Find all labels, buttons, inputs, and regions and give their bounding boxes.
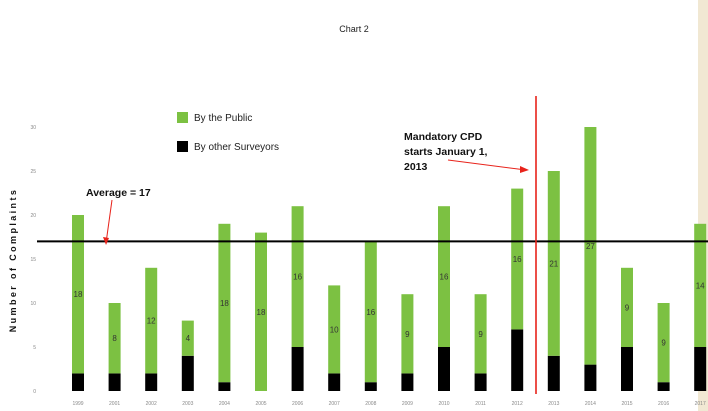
bar-value-label: 9 [478, 330, 483, 339]
bar-by-other-surveyors [72, 373, 84, 391]
legend: By the Public By other Surveyors [177, 112, 279, 153]
y-tick-label: 20 [30, 213, 36, 219]
bar-by-the-public [694, 223, 707, 347]
x-tick-label: 2002 [146, 401, 157, 407]
cpd-arrow [447, 159, 527, 171]
bar-by-other-surveyors [584, 364, 597, 391]
y-tick-label: 0 [33, 389, 36, 395]
x-tick-label: 2004 [219, 401, 230, 407]
bar-by-other-surveyors [511, 329, 524, 391]
x-tick-label: 2013 [548, 401, 559, 407]
bar-by-other-surveyors [547, 355, 560, 391]
bar-value-label: 9 [661, 339, 666, 348]
y-tick-label: 30 [30, 125, 36, 131]
y-axis-ticks: 0 5 10 15 20 25 30 [30, 125, 36, 395]
x-tick-label: 2016 [658, 401, 669, 407]
x-tick-label: 2014 [585, 401, 596, 407]
x-tick-label: 2008 [365, 401, 376, 407]
cpd-label-line-2: starts January 1, [404, 146, 488, 158]
bar-by-the-public [584, 127, 597, 365]
y-tick-label: 5 [33, 345, 36, 351]
bar-by-the-public [657, 303, 670, 383]
bar-by-other-surveyors [694, 347, 707, 391]
legend-label-public: By the Public [194, 113, 252, 124]
x-tick-label: 2010 [438, 401, 449, 407]
bar-value-label: 21 [549, 259, 558, 268]
value-labels: 18 8 12 4 18 18 16 10 16 9 16 9 16 21 27 9 9 14 [74, 242, 706, 348]
x-tick-label: 2009 [402, 401, 413, 407]
bar-by-the-public [145, 267, 158, 374]
average-arrowhead [103, 237, 109, 245]
bar-value-label: 14 [696, 281, 705, 290]
bar-value-label: 18 [220, 299, 229, 308]
x-tick-label: 2017 [695, 401, 706, 407]
x-tick-label: 2015 [621, 401, 632, 407]
bar-by-other-surveyors [145, 373, 158, 391]
bar-by-the-public [547, 171, 560, 356]
chart-title: Chart 2 [339, 24, 369, 34]
bar-value-label: 4 [186, 334, 191, 343]
average-arrow [105, 199, 113, 244]
y-tick-label: 15 [30, 257, 36, 263]
x-tick-label: 2003 [182, 401, 193, 407]
bar-value-label: 8 [112, 334, 117, 343]
y-tick-label: 10 [30, 301, 36, 307]
cpd-arrowhead [520, 166, 529, 173]
bar-by-other-surveyors [218, 382, 231, 391]
x-tick-label: 2006 [292, 401, 303, 407]
bar-value-label: 27 [586, 242, 595, 251]
legend-label-surveyors: By other Surveyors [194, 142, 279, 153]
x-tick-label: 2011 [475, 401, 486, 407]
bar-by-the-public [328, 285, 341, 374]
bar-by-other-surveyors [364, 382, 377, 391]
bar-by-other-surveyors [328, 373, 341, 391]
bar-by-other-surveyors [291, 347, 304, 391]
y-axis-label: Number of Complaints [8, 188, 18, 333]
bar-by-the-public [218, 223, 231, 383]
average-label: Average = 17 [86, 187, 151, 199]
x-axis-ticks: 1999 2001 2002 2003 2004 2005 2006 2007 2008 2009… [72, 401, 706, 407]
bar-by-the-public [255, 232, 267, 391]
bar-value-label: 16 [293, 273, 302, 282]
x-tick-label: 2012 [512, 401, 523, 407]
bar-by-the-public [181, 320, 194, 356]
bar-by-the-public [401, 294, 414, 374]
bar-value-label: 9 [625, 303, 630, 312]
bar-by-other-surveyors [621, 347, 633, 391]
bar-by-the-public [364, 241, 377, 383]
legend-swatch-surveyors [177, 141, 188, 152]
bar-value-label: 18 [74, 290, 83, 299]
bar-by-the-public [621, 267, 633, 347]
bar-by-other-surveyors [108, 373, 121, 391]
bar-by-other-surveyors [181, 355, 194, 391]
bar-value-label: 16 [366, 308, 375, 317]
x-tick-label: 1999 [72, 401, 83, 407]
legend-swatch-public [177, 112, 188, 123]
bar-value-label: 16 [513, 255, 522, 264]
bar-by-the-public [108, 303, 121, 374]
bar-by-other-surveyors [474, 373, 487, 391]
bar-value-label: 16 [440, 273, 449, 282]
bar-by-other-surveyors [401, 373, 414, 391]
cpd-label-line-1: Mandatory CPD [404, 131, 483, 143]
bar-by-other-surveyors [438, 347, 450, 391]
bar-by-the-public [474, 294, 487, 374]
y-tick-label: 25 [30, 169, 36, 175]
bar-value-label: 10 [330, 325, 339, 334]
x-tick-label: 2001 [109, 401, 120, 407]
x-tick-label: 2007 [329, 401, 340, 407]
cpd-label-line-3: 2013 [404, 161, 428, 173]
bar-value-label: 9 [405, 330, 410, 339]
bar-value-label: 12 [147, 317, 156, 326]
bar-by-the-public [72, 215, 84, 374]
bar-by-the-public [511, 188, 524, 330]
bars [72, 127, 707, 391]
bar-value-label: 18 [257, 308, 266, 317]
x-tick-label: 2005 [255, 401, 266, 407]
bar-by-other-surveyors [657, 382, 670, 391]
